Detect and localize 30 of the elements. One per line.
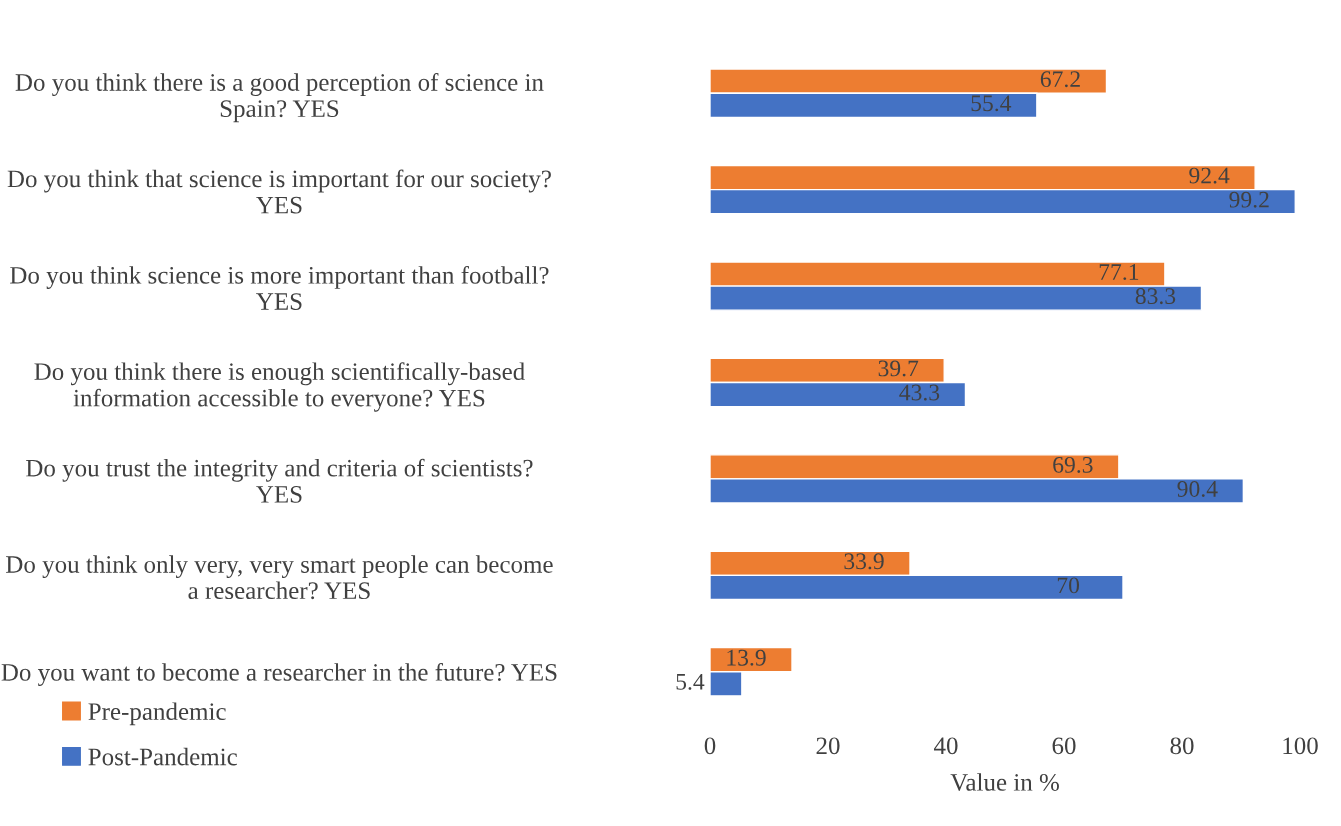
y-tick-label: Do you trust the integrity and criteria of scientists? YES xyxy=(26,458,533,503)
data-label: 55.4 xyxy=(971,95,1012,112)
data-label: 70 xyxy=(1057,577,1080,594)
data-label: 33.9 xyxy=(844,553,884,570)
y-tick-label: Do you think there is enough scientifically-based information accessible to everyone? YES xyxy=(34,362,525,412)
x-tick-label: 100 xyxy=(1283,737,1318,755)
x-tick-label: 60 xyxy=(1052,737,1076,755)
y-tick-label: Do you think that science is important for our society? YES xyxy=(7,169,551,214)
y-tick-label: Do you think only very, very smart people can become a researcher? YES xyxy=(6,555,553,600)
legend-label: Pre-pandemic xyxy=(88,702,226,726)
data-label: 67.2 xyxy=(1040,71,1080,88)
data-label: 69.3 xyxy=(1053,456,1093,473)
data-label: 90.4 xyxy=(1177,480,1218,497)
x-axis-title: Value in % xyxy=(950,773,1059,791)
legend-label: Post-Pandemic xyxy=(88,747,237,766)
x-tick-label: 20 xyxy=(816,737,840,755)
x-tick-label: 80 xyxy=(1170,737,1194,755)
x-tick-label: 40 xyxy=(933,737,958,755)
y-tick-label: Do you think there is a good perception of science in Spain? YES xyxy=(15,73,544,123)
y-tick-label: Do you want to become a researcher in the future? YES xyxy=(1,662,557,686)
data-label: 83.3 xyxy=(1135,288,1176,305)
data-label: 13.9 xyxy=(727,649,766,666)
data-label: 99.2 xyxy=(1229,191,1269,208)
data-label: 43.3 xyxy=(899,384,940,401)
data-label: 39.7 xyxy=(878,360,919,377)
x-tick-label: 0 xyxy=(704,737,716,755)
data-label: 92.4 xyxy=(1189,167,1230,184)
y-tick-label: Do you think science is more important than football? YES xyxy=(10,265,549,310)
data-label: 5.4 xyxy=(676,673,705,690)
data-label: 77.1 xyxy=(1099,264,1139,281)
